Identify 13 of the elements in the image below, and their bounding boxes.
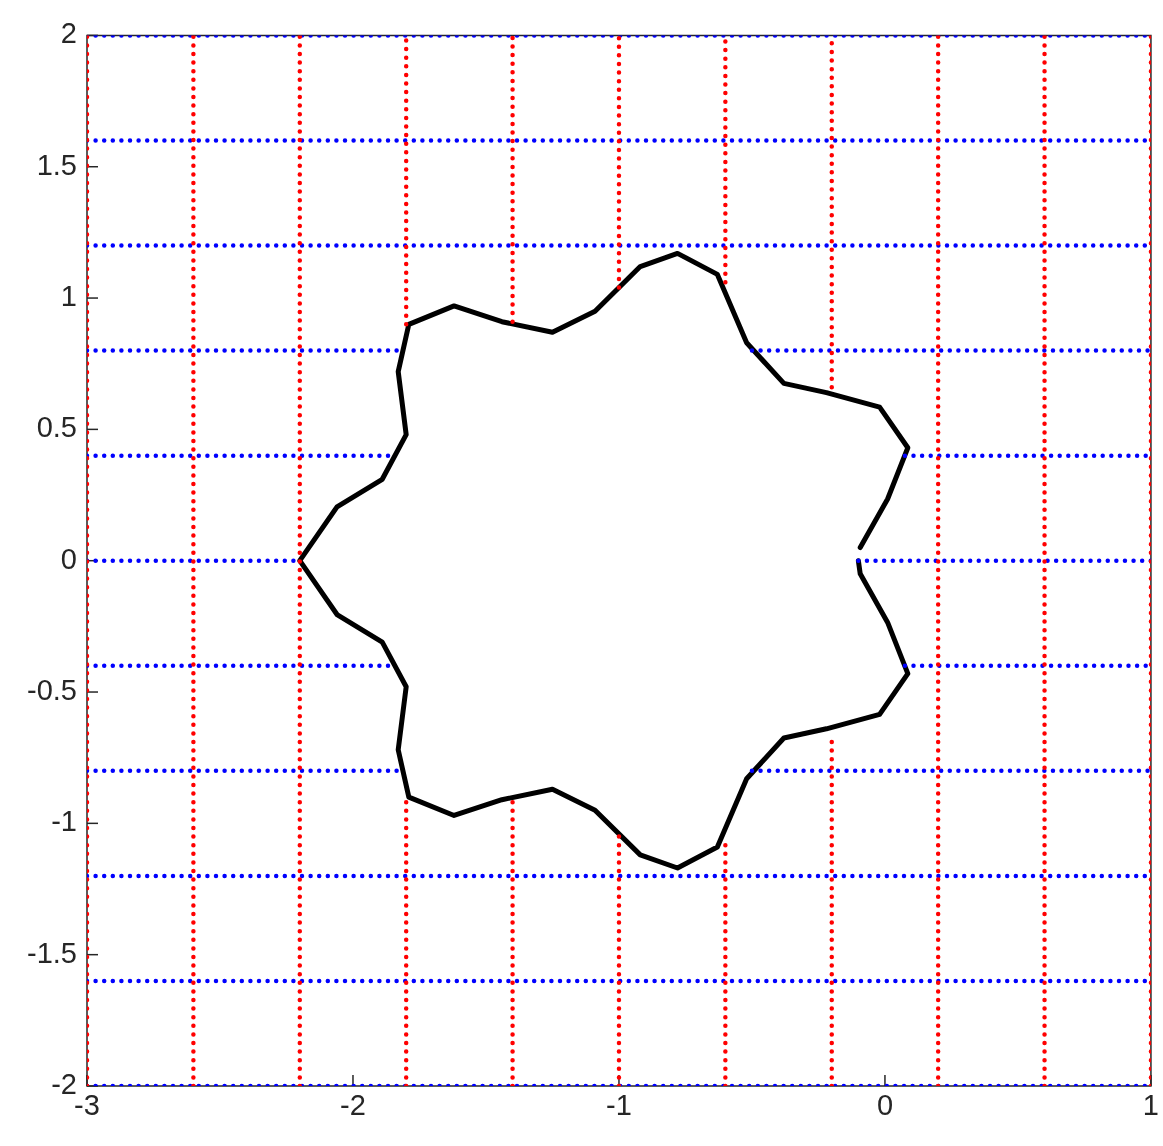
y-tick-label: -1 (51, 805, 77, 838)
x-tick-label: 1 (1142, 1089, 1160, 1122)
y-tick-label: -1.5 (27, 936, 77, 969)
x-tick-label: 0 (876, 1089, 894, 1122)
y-tick-label: -2 (51, 1068, 77, 1100)
x-tick-label: -2 (340, 1089, 366, 1122)
y-tick-label: 0 (60, 542, 77, 575)
y-tick-label: 0.5 (36, 411, 77, 444)
y-tick-label: 1 (60, 280, 77, 313)
y-tick-label: -0.5 (27, 674, 77, 707)
y-tick-label: 2 (60, 17, 77, 50)
y-tick-label: 1.5 (36, 148, 77, 181)
x-tick-label: -1 (606, 1089, 632, 1122)
